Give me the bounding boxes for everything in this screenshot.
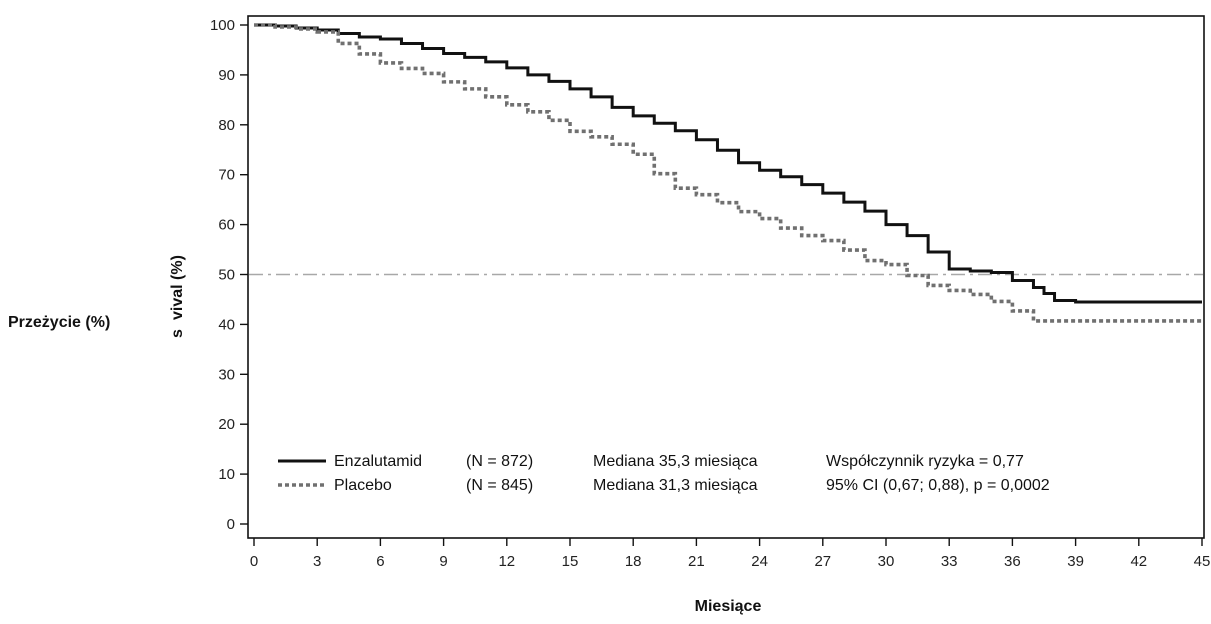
x-tick-label: 6 xyxy=(376,553,384,570)
x-tick-label: 12 xyxy=(498,553,515,570)
y-tick-label: 10 xyxy=(218,466,235,483)
y-axis-title-overlay: vival (%) xyxy=(169,255,186,320)
series-line-enzalutamid xyxy=(254,23,1202,304)
legend-label-enzalutamid: Enzalutamid xyxy=(334,453,422,470)
y-tick-label: 80 xyxy=(218,117,235,134)
series-line-placebo xyxy=(254,23,1202,323)
x-tick-label: 33 xyxy=(941,553,958,570)
x-tick-label: 3 xyxy=(313,553,321,570)
x-tick-label: 39 xyxy=(1067,553,1084,570)
legend-median-enzalutamid: Mediana 35,3 miesiąca xyxy=(593,453,758,470)
legend-hazard-ratio: Współczynnik ryzyka = 0,77 xyxy=(826,453,1024,470)
series-layer xyxy=(254,23,1202,323)
x-tick-label: 0 xyxy=(250,553,258,570)
legend: Enzalutamid (N = 872) Mediana 35,3 miesi… xyxy=(278,453,1050,494)
x-tick-label: 30 xyxy=(878,553,895,570)
y-tick-label: 30 xyxy=(218,366,235,383)
x-tick-label: 42 xyxy=(1130,553,1147,570)
y-tick-label: 60 xyxy=(218,217,235,234)
x-tick-label: 24 xyxy=(751,553,768,570)
y-axis: 0 10 20 30 40 50 60 70 80 90 100 xyxy=(210,17,248,533)
y-tick-label: 50 xyxy=(218,267,235,284)
y-tick-label: 0 xyxy=(227,516,235,533)
legend-label-placebo: Placebo xyxy=(334,477,392,494)
y-tick-label: 20 xyxy=(218,416,235,433)
x-tick-label: 9 xyxy=(439,553,447,570)
x-tick-label: 27 xyxy=(814,553,831,570)
x-axis: 0 3 6 9 12 15 18 21 24 27 30 33 36 39 42 45 xyxy=(250,538,1211,570)
plot-frame xyxy=(247,15,1205,539)
legend-median-placebo: Mediana 31,3 miesiąca xyxy=(593,477,758,494)
legend-n-placebo: (N = 845) xyxy=(466,477,533,494)
x-tick-label: 15 xyxy=(562,553,579,570)
y-tick-label: 40 xyxy=(218,316,235,333)
y-tick-label: 90 xyxy=(218,67,235,84)
legend-confidence-interval: 95% CI (0,67; 0,88), p = 0,0002 xyxy=(826,477,1050,494)
x-tick-label: 18 xyxy=(625,553,642,570)
x-tick-label: 45 xyxy=(1194,553,1211,570)
legend-n-enzalutamid: (N = 872) xyxy=(466,453,533,470)
x-axis-title: Miesiące xyxy=(695,598,762,615)
y-axis-title: Przeżycie (%) xyxy=(8,314,110,331)
x-tick-label: 21 xyxy=(688,553,705,570)
y-tick-label: 100 xyxy=(210,17,235,34)
y-tick-label: 70 xyxy=(218,167,235,184)
x-tick-label: 36 xyxy=(1004,553,1021,570)
y-axis-title-overlay-prefix: s xyxy=(169,329,186,338)
